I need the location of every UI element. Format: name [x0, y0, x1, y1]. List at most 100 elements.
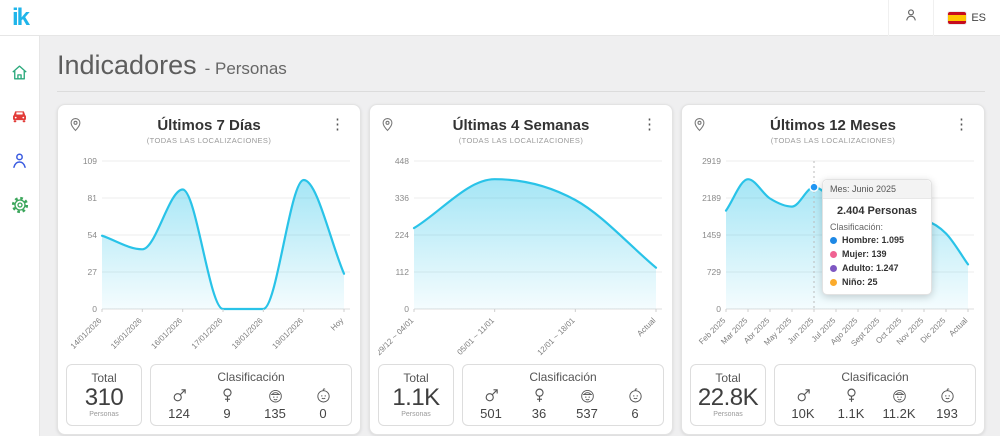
cards-row: Últimos 7 Días (TODAS LAS LOCALIZACIONES…	[57, 104, 985, 435]
svg-text:Actual: Actual	[947, 316, 969, 338]
stat-value: 0	[319, 406, 327, 421]
stat-female: 1.1K	[834, 387, 868, 421]
svg-text:1459: 1459	[702, 230, 721, 240]
male-icon	[786, 387, 820, 405]
classification-title: Clasificación	[841, 370, 909, 384]
classification-box: Clasificación 501 36 537	[462, 364, 664, 426]
stat-value: 10K	[791, 406, 815, 421]
mujer-dot-icon	[830, 250, 837, 258]
child-icon	[306, 387, 340, 405]
stat-value: 501	[480, 406, 502, 421]
area-chart-4-weeks[interactable]: 448 336 224 112 0 29/12 ~ 04/01 05/01 ~ 11/01 1…	[378, 153, 664, 360]
stat-adult: 537	[570, 387, 604, 421]
card-footer: Total 310 Personas Clasificación 124 9	[66, 364, 352, 426]
female-icon	[522, 387, 556, 405]
sidebar-item-people[interactable]	[9, 152, 31, 174]
stat-value: 124	[168, 406, 190, 421]
card-header: Últimos 7 Días (TODAS LAS LOCALIZACIONES…	[66, 113, 352, 153]
svg-text:Dic 2025: Dic 2025	[919, 316, 948, 345]
sidebar-item-vehicles[interactable]	[9, 108, 31, 130]
total-box: Total 22.8K Personas	[690, 364, 766, 426]
adult-icon	[882, 387, 916, 405]
stat-value: 11.2K	[882, 406, 916, 421]
chart-area-7-days: 109 81 54 27 0 14/01/2026 15/01/2026 16/01/2026…	[66, 153, 352, 360]
main-content: Indicadores - Personas Últimos 7 Días (T…	[40, 36, 1000, 436]
svg-text:27: 27	[88, 267, 98, 277]
card-header: Últimas 4 Semanas (TODAS LAS LOCALIZACIO…	[378, 113, 664, 153]
svg-text:17/01/2026: 17/01/2026	[190, 316, 225, 351]
classification-title: Clasificación	[529, 370, 597, 384]
female-icon	[210, 387, 244, 405]
total-label: Total	[403, 371, 429, 385]
location-pin-icon[interactable]	[68, 117, 83, 137]
svg-text:2189: 2189	[702, 193, 721, 203]
stat-adult: 135	[258, 387, 292, 421]
svg-text:29/12 ~ 04/01: 29/12 ~ 04/01	[378, 316, 416, 358]
total-box: Total 310 Personas	[66, 364, 142, 426]
adult-icon	[258, 387, 292, 405]
tooltip-item-nino: Niño: 25	[823, 275, 931, 294]
tooltip-item-label: Niño: 25	[842, 277, 878, 287]
sidebar-item-home[interactable]	[9, 64, 31, 86]
card-title: Últimos 12 Meses	[770, 117, 896, 134]
stat-value: 537	[576, 406, 598, 421]
stat-value: 193	[936, 406, 958, 421]
adult-icon	[570, 387, 604, 405]
card-subtitle: (TODAS LAS LOCALIZACIONES)	[146, 136, 272, 145]
stat-value: 36	[531, 406, 547, 421]
svg-text:0: 0	[92, 304, 97, 314]
user-icon	[903, 7, 919, 28]
classification-box: Clasificación 124 9 135	[150, 364, 352, 426]
card-title: Últimos 7 Días	[157, 117, 261, 134]
card-menu-button[interactable]: ⋮	[642, 116, 657, 133]
chart-tooltip: Mes: Junio 2025 2.404 Personas Clasifica…	[822, 179, 932, 295]
svg-text:81: 81	[88, 193, 98, 203]
stat-child: 0	[306, 387, 340, 421]
home-icon	[10, 63, 29, 87]
stat-male: 501	[474, 387, 508, 421]
card-last-7-days: Últimos 7 Días (TODAS LAS LOCALIZACIONES…	[57, 104, 361, 435]
language-selector[interactable]: ES	[933, 0, 1000, 36]
tooltip-classification-label: Clasificación:	[830, 222, 884, 232]
area-chart-7-days[interactable]: 109 81 54 27 0 14/01/2026 15/01/2026 16/01/2026…	[66, 153, 352, 360]
title-divider	[57, 91, 985, 92]
sidebar-item-settings[interactable]	[9, 196, 31, 218]
card-footer: Total 1.1K Personas Clasificación 501 36	[378, 364, 664, 426]
tooltip-item-hombre: Hombre: 1.095	[823, 233, 931, 247]
car-icon	[10, 107, 29, 131]
location-pin-icon[interactable]	[692, 117, 707, 137]
topbar: ik ES	[0, 0, 1000, 36]
stat-value: 9	[223, 406, 231, 421]
stat-child: 6	[618, 387, 652, 421]
classification-box: Clasificación 10K 1.1K 11.2K	[774, 364, 976, 426]
stat-male: 10K	[786, 387, 820, 421]
female-icon	[834, 387, 868, 405]
user-menu-button[interactable]	[888, 0, 933, 36]
tooltip-header: Mes: Junio 2025	[823, 180, 931, 199]
stat-value: 6	[631, 406, 639, 421]
card-menu-button[interactable]: ⋮	[330, 116, 345, 133]
total-label: Total	[715, 371, 741, 385]
stat-female: 9	[210, 387, 244, 421]
svg-text:224: 224	[395, 230, 409, 240]
spain-flag-icon	[948, 11, 967, 24]
male-icon	[162, 387, 196, 405]
page-title-row: Indicadores - Personas	[57, 46, 985, 91]
svg-text:336: 336	[395, 193, 409, 203]
language-label: ES	[971, 11, 986, 24]
svg-text:15/01/2026: 15/01/2026	[109, 316, 144, 351]
svg-text:112: 112	[395, 267, 409, 277]
sidebar	[0, 36, 40, 436]
card-subtitle: (TODAS LAS LOCALIZACIONES)	[770, 136, 896, 145]
tooltip-item-adulto: Adulto: 1.247	[823, 261, 931, 275]
card-last-4-weeks: Últimas 4 Semanas (TODAS LAS LOCALIZACIO…	[369, 104, 673, 435]
chart-area-4-weeks: 448 336 224 112 0 29/12 ~ 04/01 05/01 ~ 11/01 1…	[378, 153, 664, 360]
tooltip-item-label: Adulto: 1.247	[842, 263, 899, 273]
svg-text:16/01/2026: 16/01/2026	[149, 316, 184, 351]
app-logo[interactable]: ik	[11, 3, 30, 31]
stat-value: 135	[264, 406, 286, 421]
location-pin-icon[interactable]	[380, 117, 395, 137]
card-title: Últimas 4 Semanas	[452, 117, 590, 134]
card-menu-button[interactable]: ⋮	[954, 116, 969, 133]
svg-text:Hoy: Hoy	[329, 316, 345, 332]
